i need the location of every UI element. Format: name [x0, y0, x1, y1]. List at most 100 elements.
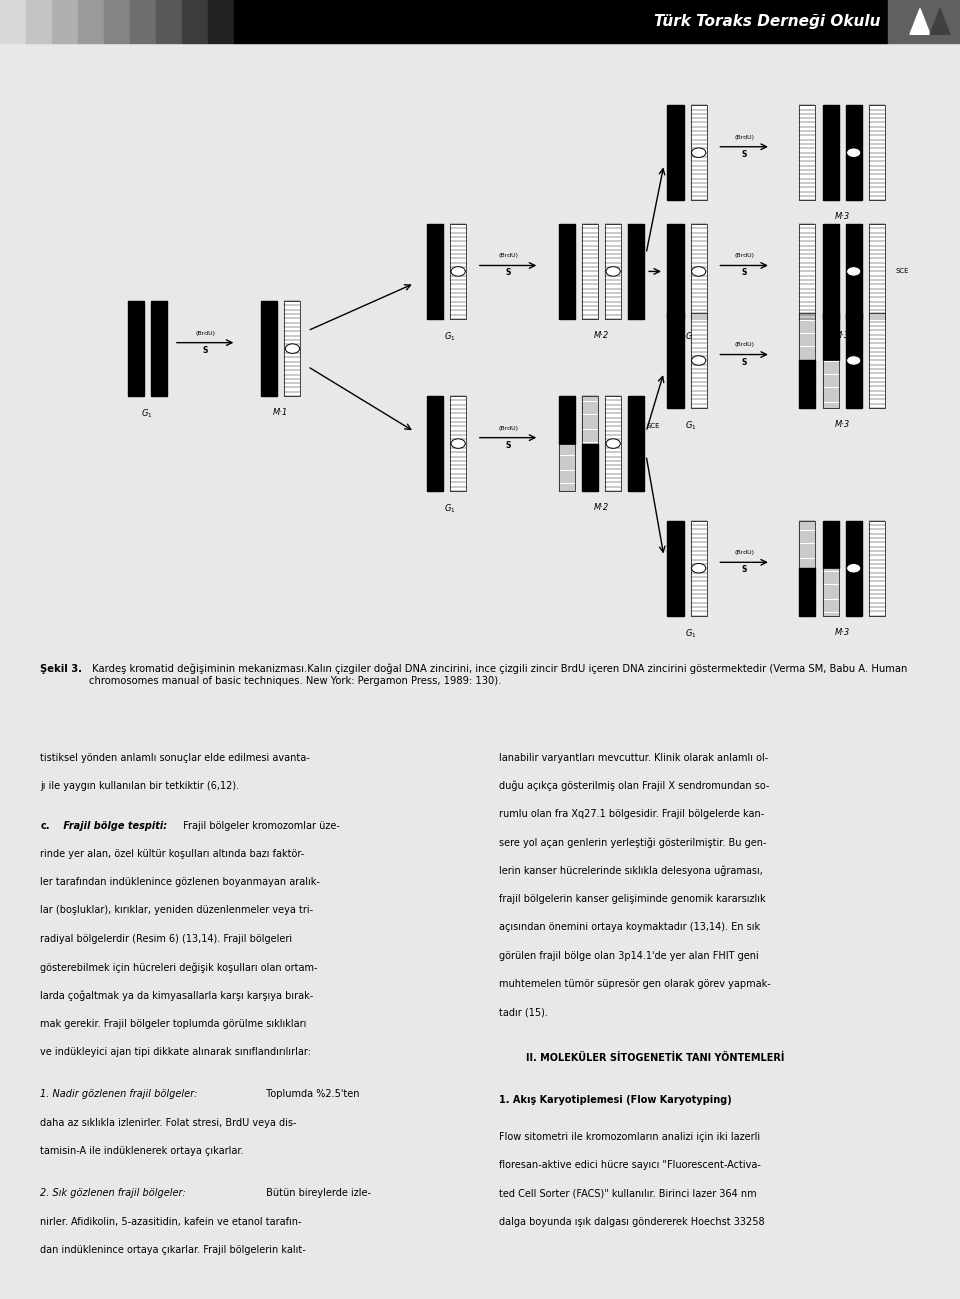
Text: frajil bölgelerin kanser gelişiminde genomik kararsızlık: frajil bölgelerin kanser gelişiminde gen…: [499, 894, 766, 904]
Bar: [156, 0, 182, 43]
Bar: [846, 223, 862, 320]
Bar: [823, 105, 838, 200]
Bar: [800, 360, 815, 408]
Text: floresan-aktive edici hücre sayıcı "Fluorescent-Activa-: floresan-aktive edici hücre sayıcı "Fluo…: [499, 1160, 761, 1170]
Circle shape: [847, 356, 861, 365]
Bar: [869, 313, 885, 408]
Text: M·1: M·1: [274, 408, 289, 417]
Text: 2. Sık gözlenen frajil bölgeler:: 2. Sık gözlenen frajil bölgeler:: [40, 1189, 186, 1199]
Bar: [78, 0, 104, 43]
Circle shape: [691, 564, 706, 573]
Bar: [128, 301, 144, 396]
Text: lar (boşluklar), kırıklar, yeniden düzenlenmeler veya tri-: lar (boşluklar), kırıklar, yeniden düzen…: [40, 905, 314, 916]
Circle shape: [847, 148, 861, 157]
Bar: [605, 396, 621, 491]
Text: G$_1$: G$_1$: [444, 503, 456, 516]
Text: Türk Toraks Derneği Okulu: Türk Toraks Derneği Okulu: [654, 14, 880, 29]
Bar: [261, 301, 277, 396]
Text: M·3: M·3: [834, 420, 850, 429]
Text: muhtemelen tümör süpresör gen olarak görev yapmak-: muhtemelen tümör süpresör gen olarak gör…: [499, 979, 771, 989]
Text: (BrdU): (BrdU): [734, 551, 755, 555]
Text: M·2: M·2: [594, 503, 610, 512]
Bar: [104, 0, 130, 43]
Bar: [667, 313, 684, 408]
Circle shape: [691, 266, 706, 277]
Text: Şekil 3.: Şekil 3.: [40, 664, 83, 674]
Bar: [284, 301, 300, 396]
Bar: [582, 396, 598, 443]
Text: S: S: [741, 269, 747, 278]
Text: c.: c.: [40, 821, 50, 830]
Text: Toplumda %2.5'ten: Toplumda %2.5'ten: [263, 1090, 360, 1099]
Bar: [800, 521, 815, 568]
Text: G$_1$: G$_1$: [141, 408, 153, 421]
Text: S: S: [505, 269, 511, 278]
Bar: [582, 223, 598, 320]
Bar: [559, 223, 575, 320]
Bar: [823, 223, 838, 320]
Circle shape: [691, 148, 706, 157]
Text: gösterebilmek için hücreleri değişik koşulları olan ortam-: gösterebilmek için hücreleri değişik koş…: [40, 963, 318, 973]
Text: dalga boyunda ışık dalgası göndererek Hoechst 33258: dalga boyunda ışık dalgası göndererek Ho…: [499, 1217, 765, 1226]
Text: radiyal bölgelerdir (Resim 6) (13,14). Frajil bölgeleri: radiyal bölgelerdir (Resim 6) (13,14). F…: [40, 934, 293, 944]
Text: II. MOLEKÜLER SİTOGENETİK TANI YÖNTEMLERİ: II. MOLEKÜLER SİTOGENETİK TANI YÖNTEMLER…: [526, 1052, 784, 1063]
Bar: [450, 223, 467, 320]
Text: mak gerekir. Frajil bölgeler toplumda görülme sıklıkları: mak gerekir. Frajil bölgeler toplumda gö…: [40, 1018, 306, 1029]
Text: lerin kanser hücrelerinde sıklıkla delesyona uğraması,: lerin kanser hücrelerinde sıklıkla deles…: [499, 866, 763, 877]
Bar: [888, 0, 960, 43]
Bar: [151, 301, 167, 396]
Text: tamisin-A ile indüklenerek ortaya çıkarlar.: tamisin-A ile indüklenerek ortaya çıkarl…: [40, 1146, 244, 1156]
Bar: [582, 443, 598, 491]
Text: larda çoğaltmak ya da kimyasallarla karşı karşıya bırak-: larda çoğaltmak ya da kimyasallarla karş…: [40, 990, 314, 1000]
Bar: [800, 568, 815, 616]
Text: sere yol açan genlerin yerleştiği gösterilmiştir. Bu gen-: sere yol açan genlerin yerleştiği göster…: [499, 838, 767, 848]
Text: tistiksel yönden anlamlı sonuçlar elde edilmesi avanta-: tistiksel yönden anlamlı sonuçlar elde e…: [40, 752, 310, 763]
Text: 1. Akış Karyotiplemesi (Flow Karyotyping): 1. Akış Karyotiplemesi (Flow Karyotyping…: [499, 1095, 732, 1105]
Bar: [690, 223, 707, 320]
Bar: [605, 223, 621, 320]
Text: G$_1$: G$_1$: [684, 331, 697, 343]
Circle shape: [847, 266, 861, 277]
Text: S: S: [741, 565, 747, 574]
Text: Frajil bölge tespiti:: Frajil bölge tespiti:: [60, 821, 167, 830]
Bar: [450, 396, 467, 491]
Text: M·2: M·2: [594, 331, 610, 340]
Bar: [182, 0, 208, 43]
Bar: [823, 360, 838, 408]
Text: 1. Nadir gözlenen frajil bölgeler:: 1. Nadir gözlenen frajil bölgeler:: [40, 1090, 198, 1099]
Bar: [559, 443, 575, 491]
Text: (BrdU): (BrdU): [195, 330, 215, 335]
Text: (BrdU): (BrdU): [734, 343, 755, 347]
Circle shape: [606, 266, 620, 277]
Circle shape: [606, 439, 620, 448]
Text: rinde yer alan, özel kültür koşulları altında bazı faktör-: rinde yer alan, özel kültür koşulları al…: [40, 848, 304, 859]
Bar: [823, 313, 838, 360]
Text: S: S: [741, 357, 747, 366]
Text: Kardeş kromatid değişiminin mekanizması.Kalın çizgiler doğal DNA zincirini, ince: Kardeş kromatid değişiminin mekanizması.…: [89, 664, 908, 686]
Bar: [690, 313, 707, 408]
Bar: [559, 396, 575, 443]
Bar: [427, 223, 443, 320]
Bar: [869, 223, 885, 320]
Circle shape: [691, 356, 706, 365]
Text: tadır (15).: tadır (15).: [499, 1007, 548, 1017]
Bar: [800, 223, 815, 320]
Text: S: S: [741, 149, 747, 158]
Circle shape: [847, 564, 861, 573]
Bar: [234, 0, 888, 43]
Bar: [869, 521, 885, 616]
Bar: [846, 313, 862, 408]
Bar: [667, 223, 684, 320]
Bar: [846, 521, 862, 616]
Bar: [628, 396, 644, 491]
Circle shape: [285, 344, 300, 353]
Text: G$_1$: G$_1$: [684, 627, 697, 640]
Bar: [823, 521, 838, 568]
Bar: [628, 223, 644, 320]
Bar: [823, 568, 838, 616]
Text: G$_1$: G$_1$: [444, 331, 456, 343]
Bar: [846, 105, 862, 200]
Text: görülen frajil bölge olan 3p14.1'de yer alan FHIT geni: görülen frajil bölge olan 3p14.1'de yer …: [499, 951, 758, 961]
Text: S: S: [505, 440, 511, 449]
Text: lanabilir varyantları mevcuttur. Klinik olarak anlamlı ol-: lanabilir varyantları mevcuttur. Klinik …: [499, 752, 768, 763]
